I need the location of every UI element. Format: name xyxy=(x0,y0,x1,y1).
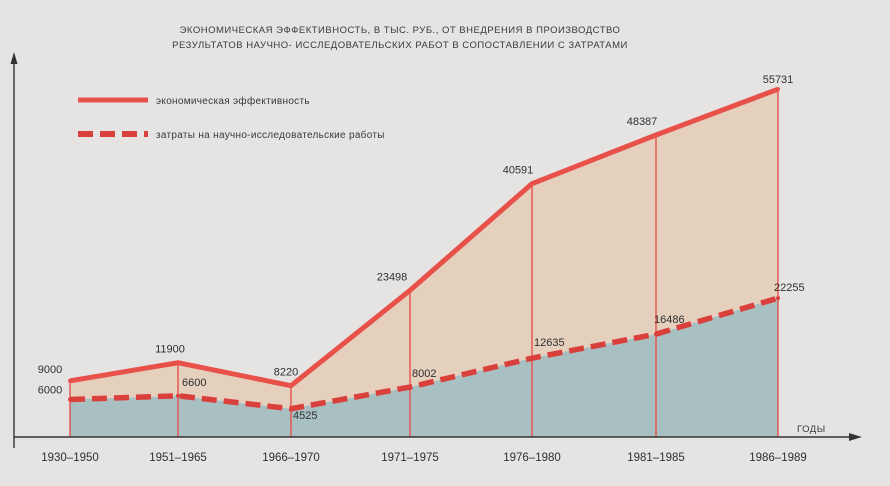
label-efficiency-1986-1989: 55731 xyxy=(763,74,794,86)
label-efficiency-1981-1985: 48387 xyxy=(627,116,658,128)
chart-title-line-1: ЭКОНОМИЧЕСКАЯ ЭФФЕКТИВНОСТЬ, В ТЫС. РУБ.… xyxy=(180,25,621,36)
point-efficiency-1981-1985 xyxy=(654,132,658,137)
point-efficiency-1976-1980 xyxy=(530,181,534,186)
point-costs-1986-1989 xyxy=(776,296,780,301)
label-costs-1966-1970: 4525 xyxy=(293,410,317,422)
x-tick-labels: 1930–1950 1951–1965 1966–1970 1971–1975 1976… xyxy=(41,452,807,464)
x-axis-arrow xyxy=(849,433,862,441)
plot-areas xyxy=(70,89,778,437)
label-costs-1971-1975: 8002 xyxy=(412,368,436,380)
label-costs-1951-1965: 6600 xyxy=(182,377,206,389)
label-efficiency-1951-1965: 11900 xyxy=(155,344,185,356)
tick-label-1971-1975: 1971–1975 xyxy=(381,452,439,464)
legend: экономическая эффективность затраты на н… xyxy=(78,95,385,141)
tick-label-1930-1950: 1930–1950 xyxy=(41,452,99,464)
point-costs-1976-1980 xyxy=(530,356,534,361)
point-efficiency-1971-1975 xyxy=(408,288,412,293)
label-efficiency-1971-1975: 23498 xyxy=(377,271,408,283)
point-costs-1966-1970 xyxy=(289,406,293,411)
label-costs-1930-1950: 6000 xyxy=(38,385,62,397)
tick-label-1966-1970: 1966–1970 xyxy=(262,452,320,464)
data-labels: 9000 11900 8220 23498 40591 48387 55731 6000 660… xyxy=(38,74,805,422)
legend-label-costs: затраты на научно-исследовательские рабо… xyxy=(156,129,385,141)
tick-label-1981-1985: 1981–1985 xyxy=(627,452,685,464)
label-efficiency-1966-1970: 8220 xyxy=(274,367,298,379)
category-guides xyxy=(69,89,779,437)
series-lines xyxy=(68,86,780,412)
label-efficiency-1976-1980: 40591 xyxy=(503,165,534,177)
point-efficiency-1951-1965 xyxy=(176,360,180,365)
chart-title-line-2: РЕЗУЛЬТАТОВ НАУЧНО- ИССЛЕДОВАТЕЛЬСКИХ РА… xyxy=(172,40,628,51)
point-costs-1930-1950 xyxy=(68,397,72,402)
area-efficiency xyxy=(70,89,778,409)
point-efficiency-1986-1989 xyxy=(776,87,780,92)
tick-label-1976-1980: 1976–1980 xyxy=(503,452,561,464)
y-axis-arrow xyxy=(10,52,18,64)
legend-label-efficiency: экономическая эффективность xyxy=(156,95,310,107)
label-costs-1976-1980: 12635 xyxy=(534,337,565,349)
x-axis-label: ГОДЫ xyxy=(797,424,826,435)
point-efficiency-1930-1950 xyxy=(68,378,72,383)
tick-label-1951-1965: 1951–1965 xyxy=(149,452,207,464)
point-efficiency-1966-1970 xyxy=(289,383,293,388)
label-costs-1981-1985: 16486 xyxy=(654,314,685,326)
tick-label-1986-1989: 1986–1989 xyxy=(749,452,807,464)
label-costs-1986-1989: 22255 xyxy=(774,282,805,294)
area-costs xyxy=(70,298,778,437)
point-costs-1971-1975 xyxy=(408,385,412,390)
label-efficiency-1930-1950: 9000 xyxy=(38,364,62,376)
point-costs-1951-1965 xyxy=(176,393,180,398)
point-costs-1981-1985 xyxy=(654,332,658,337)
